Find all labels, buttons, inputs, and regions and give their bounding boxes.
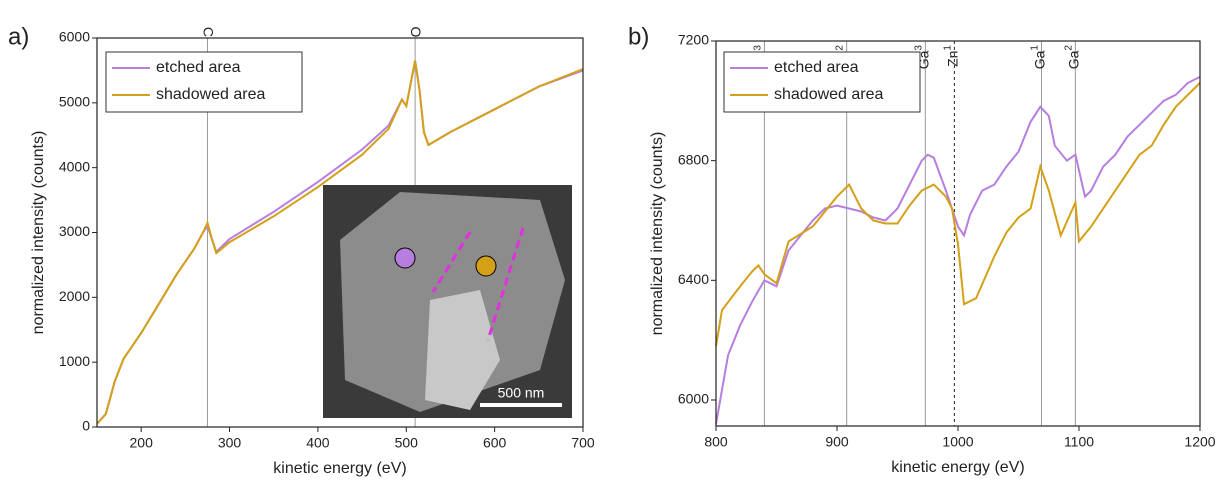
- reference-label: O: [408, 27, 424, 38]
- reference-label-text: Ga: [1031, 50, 1047, 69]
- inset-image: 500 nm: [323, 185, 572, 418]
- reference-label-text: C: [201, 27, 217, 37]
- reference-label-text: Zn: [944, 51, 960, 67]
- y-tick-label: 6000: [678, 391, 709, 407]
- data-line: [96, 60, 584, 425]
- y-tick-label: 6400: [678, 271, 709, 287]
- x-tick-label: 300: [218, 435, 242, 451]
- x-axis-title: kinetic energy (eV): [273, 460, 406, 477]
- reference-label-sup: 2: [834, 45, 845, 51]
- x-axis-title: kinetic energy (eV): [891, 459, 1024, 476]
- reference-label-sup: 2: [1063, 45, 1074, 51]
- reference-label-text: O: [408, 27, 424, 38]
- y-axis-title: normalized intensity (counts): [30, 131, 47, 335]
- y-tick-label: 6000: [59, 29, 90, 45]
- nanowire: [425, 290, 500, 410]
- x-tick-label: 400: [306, 435, 330, 451]
- y-tick-label: 4000: [59, 158, 90, 174]
- shadowed-marker: [475, 255, 497, 277]
- y-tick-label: 6800: [678, 151, 709, 167]
- y-tick-label: 7200: [678, 32, 709, 48]
- reference-label-sup: 1: [942, 45, 953, 51]
- x-tick-label: 900: [825, 434, 849, 450]
- y-axis-title: normalized intensity (counts): [649, 132, 666, 336]
- y-tick-label: 0: [82, 418, 90, 434]
- reference-label-sup: 3: [913, 45, 924, 51]
- y-tick-label: 5000: [59, 94, 90, 110]
- legend-box: [723, 51, 921, 113]
- y-tick-label: 3000: [59, 223, 90, 239]
- edge-line: [486, 227, 525, 341]
- y-tick-label: 1000: [59, 353, 90, 369]
- legend-label: etched area: [774, 59, 859, 76]
- reference-label-text: Ga: [1065, 50, 1081, 69]
- legend-box: [105, 51, 303, 113]
- legend-label: shadowed area: [156, 86, 266, 103]
- reference-label: Ga1: [1029, 45, 1047, 70]
- x-tick-label: 700: [571, 435, 595, 451]
- edge-line: [431, 231, 472, 293]
- data-line: [715, 82, 1201, 347]
- panel-label: b): [628, 23, 649, 50]
- x-tick-label: 800: [704, 434, 728, 450]
- x-tick-label: 1200: [1184, 434, 1215, 450]
- legend-label: shadowed area: [774, 86, 884, 103]
- y-tick-label: 2000: [59, 288, 90, 304]
- x-tick-label: 500: [395, 435, 419, 451]
- x-tick-label: 200: [130, 435, 154, 451]
- panel-label: a): [8, 23, 29, 50]
- x-tick-label: 1000: [942, 434, 973, 450]
- reference-label-sup: 3: [752, 45, 763, 51]
- legend-label: etched area: [156, 59, 241, 76]
- x-tick-label: 600: [483, 435, 507, 451]
- scale-label: 500 nm: [498, 385, 545, 401]
- x-tick-label: 1100: [1064, 434, 1094, 450]
- reference-label-sup: 1: [1029, 45, 1040, 51]
- etched-marker: [394, 247, 416, 269]
- reference-label: C: [201, 27, 217, 37]
- reference-label: Zn1: [942, 45, 960, 67]
- reference-label: Ga2: [1063, 45, 1081, 70]
